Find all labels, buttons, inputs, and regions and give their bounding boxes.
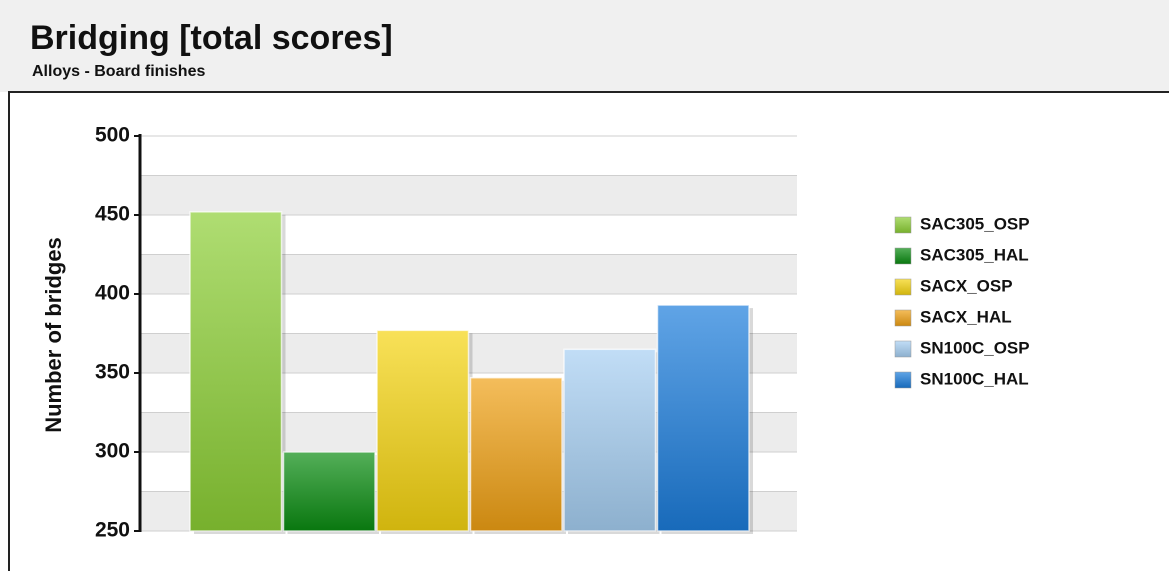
y-tick-label: 350	[95, 361, 130, 384]
y-tick-label: 500	[95, 124, 130, 147]
legend-marker	[894, 278, 912, 296]
bar	[469, 376, 563, 532]
chart-title: Bridging [total scores]	[30, 19, 393, 57]
legend-label: SAC305_HAL	[920, 245, 1029, 264]
plot: 250 300 350 400 450 500 SAC305_OSP SAC305_HAL SA…	[95, 124, 1030, 542]
legend-marker	[894, 309, 912, 327]
legend-label: SAC305_OSP	[920, 214, 1030, 233]
legend-marker	[894, 340, 912, 358]
bar	[563, 348, 657, 532]
y-tick-label: 400	[95, 282, 130, 305]
legend-marker	[894, 371, 912, 389]
bar	[189, 211, 283, 532]
legend-label: SN100C_HAL	[920, 369, 1029, 388]
bar	[282, 451, 376, 532]
legend-label: SACX_OSP	[920, 276, 1013, 295]
y-axis-label: Number of bridges	[41, 237, 66, 433]
chart-subtitle: Alloys - Board finishes	[32, 63, 205, 80]
y-tick-label: 450	[95, 203, 130, 226]
y-tick-label: 250	[95, 519, 130, 542]
legend-label: SN100C_OSP	[920, 338, 1030, 357]
header-band	[0, 0, 1169, 92]
legend-marker	[894, 247, 912, 265]
legend-marker	[894, 216, 912, 234]
grid-band	[140, 175, 797, 215]
y-tick-label: 300	[95, 440, 130, 463]
legend-label: SACX_HAL	[920, 307, 1012, 326]
bar	[376, 329, 470, 532]
bar	[656, 304, 750, 532]
